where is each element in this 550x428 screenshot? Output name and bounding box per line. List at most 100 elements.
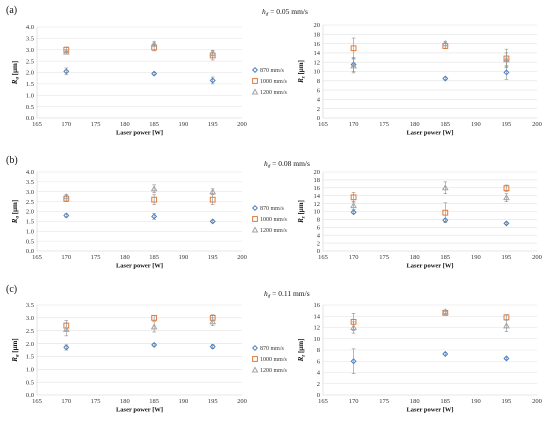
- x-tick-label: 190: [179, 254, 189, 261]
- y-axis-label: Ra [μm]: [11, 338, 21, 362]
- y-tick-label: 4: [317, 97, 321, 104]
- x-tick-label: 170: [61, 398, 71, 405]
- y-tick-label: 1.5: [26, 219, 34, 226]
- data-point: [442, 209, 449, 216]
- condition-label: hd = 0.08 mm/s: [264, 159, 310, 170]
- y-tick-label: 0: [317, 248, 320, 255]
- data-point: [151, 314, 158, 321]
- series-2: [63, 43, 216, 61]
- x-tick-label: 170: [349, 398, 359, 405]
- x-tick-label: 195: [502, 254, 512, 261]
- x-tick-label: 195: [502, 398, 512, 405]
- data-point: [503, 322, 510, 329]
- panel-label: (b): [6, 155, 18, 166]
- data-point: [503, 314, 510, 321]
- y-tick-label: 2.0: [26, 341, 34, 348]
- data-point: [350, 45, 357, 52]
- x-tick-label: 170: [61, 254, 71, 261]
- data-point: [151, 196, 158, 203]
- x-tick-label: 180: [120, 254, 130, 261]
- x-tick-label: 180: [410, 121, 420, 128]
- y-tick-label: 16: [314, 41, 321, 48]
- x-tick-label: 175: [379, 121, 389, 128]
- x-tick-label: 200: [237, 398, 247, 405]
- x-tick-label: 190: [471, 398, 481, 405]
- x-tick-label: 200: [237, 121, 247, 128]
- legend-label: 1200 mm/s: [260, 368, 288, 374]
- legend-label: 1200 mm/s: [260, 90, 288, 96]
- y-tick-label: 0.0: [26, 248, 34, 255]
- data-point: [350, 201, 357, 209]
- y-tick-label: 3.5: [26, 36, 34, 43]
- legend: 870 mm/s 1000 mm/s 1200 mm/s: [251, 66, 288, 96]
- y-tick-label: 0.5: [26, 379, 34, 386]
- y-tick-label: 0.5: [26, 104, 34, 111]
- y-tick-label: 3.0: [26, 315, 34, 322]
- x-axis-label: Laser power [W]: [116, 263, 163, 270]
- x-tick-label: 195: [208, 398, 218, 405]
- x-tick-label: 190: [179, 398, 189, 405]
- data-point: [62, 48, 70, 55]
- panel-label: (c): [6, 284, 17, 295]
- series-3: [62, 184, 217, 200]
- y-tick-label: 2.0: [26, 209, 34, 216]
- legend-label: 1000 mm/s: [260, 217, 288, 223]
- chart-0: 0.0 0.5 1.0 1.5 2.0 2.5 3.0 3.5 4.0 165 170 175 180 1…: [11, 24, 247, 136]
- series-1: [350, 57, 510, 82]
- legend: 870 mm/s 1000 mm/s 1200 mm/s: [251, 344, 288, 374]
- y-tick-label: 4: [317, 370, 321, 377]
- panel-label: (a): [6, 5, 17, 16]
- legend-label: 870 mm/s: [260, 206, 285, 212]
- x-tick-label: 195: [502, 121, 512, 128]
- chart-5: 0 2 4 6 8 10 12 14 16 165 170 175 180 185 190 195 200 Las…: [297, 302, 542, 413]
- x-tick-label: 185: [440, 398, 450, 405]
- x-tick-label: 175: [379, 254, 389, 261]
- legend-marker: [251, 204, 259, 212]
- x-tick-label: 165: [318, 254, 328, 261]
- legend-marker: [252, 356, 258, 362]
- legend-label: 1200 mm/s: [260, 228, 288, 234]
- y-tick-label: 12: [314, 59, 321, 66]
- data-point: [62, 325, 70, 332]
- y-tick-label: 20: [314, 22, 321, 29]
- data-point: [503, 56, 510, 63]
- series-3: [350, 181, 510, 210]
- y-tick-label: 4.0: [26, 169, 34, 176]
- data-point: [350, 358, 357, 365]
- chart-2: 0.0 0.5 1.0 1.5 2.0 2.5 3.0 3.5 4.0 165 170 175 180 1…: [11, 169, 247, 269]
- legend-label: 1000 mm/s: [260, 357, 288, 363]
- data-point: [209, 77, 216, 84]
- y-tick-label: 8: [317, 78, 320, 85]
- condition-label: hd = 0.05 mm/s: [262, 7, 308, 18]
- x-tick-label: 180: [410, 398, 420, 405]
- y-axis-label: Rz [μm]: [297, 60, 307, 84]
- x-tick-label: 195: [208, 254, 218, 261]
- series-1: [350, 209, 510, 227]
- y-tick-label: 1.5: [26, 354, 34, 361]
- chart-1: 0 2 4 6 8 10 12 14 16 18 20 165 170 175 180 185 190 195 20…: [297, 22, 542, 136]
- y-tick-label: 10: [314, 336, 321, 343]
- data-point: [209, 318, 217, 325]
- x-tick-label: 170: [349, 254, 359, 261]
- data-point: [503, 194, 510, 201]
- data-point: [63, 344, 70, 351]
- x-tick-label: 185: [440, 121, 450, 128]
- data-point: [63, 212, 70, 219]
- y-tick-label: 2.5: [26, 58, 34, 65]
- x-tick-label: 165: [318, 398, 328, 405]
- y-tick-label: 3.0: [26, 47, 34, 54]
- y-tick-label: 10: [314, 69, 321, 76]
- x-tick-label: 200: [532, 398, 542, 405]
- data-point: [151, 70, 158, 77]
- y-tick-label: 6: [317, 358, 321, 365]
- x-tick-label: 165: [32, 254, 42, 261]
- legend-marker: [251, 66, 259, 74]
- y-tick-label: 0.0: [26, 392, 34, 399]
- legend-label: 870 mm/s: [260, 68, 285, 74]
- x-axis-label: Laser power [W]: [116, 407, 163, 414]
- legend-marker: [252, 78, 258, 84]
- y-axis-label: Rz [μm]: [297, 200, 307, 224]
- y-tick-label: 16: [314, 302, 321, 309]
- condition-label: hd = 0.11 mm/s: [264, 289, 310, 300]
